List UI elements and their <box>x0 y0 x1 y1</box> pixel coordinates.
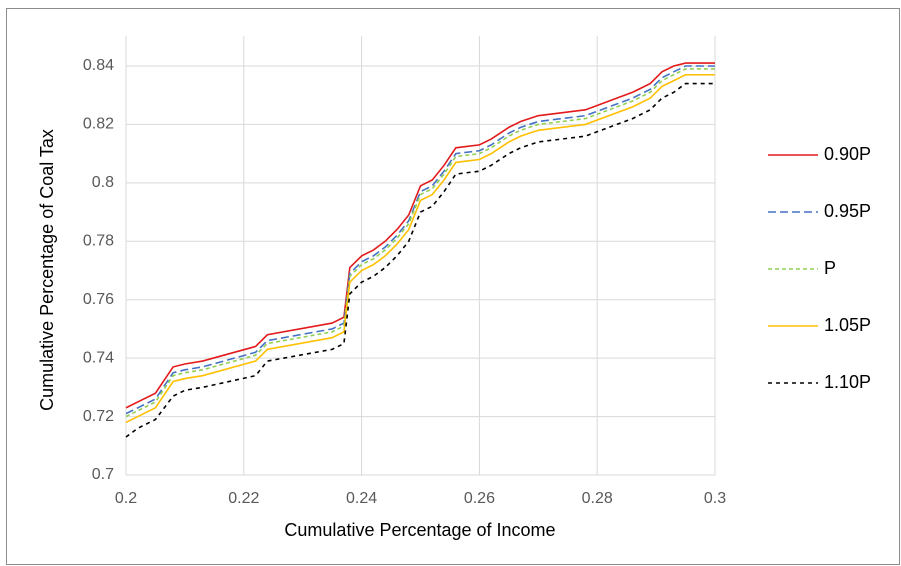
series-line <box>125 82 715 438</box>
y-tick-label: 0.74 <box>83 349 114 366</box>
legend-label: P <box>824 258 836 278</box>
x-tick-label: 0.28 <box>582 490 613 507</box>
x-tick-label: 0.2 <box>115 490 137 507</box>
x-tick-label: 0.3 <box>704 490 726 507</box>
series-line <box>125 65 715 415</box>
series-line <box>125 68 715 418</box>
y-tick-label: 0.72 <box>83 408 114 425</box>
y-tick-label: 0.8 <box>92 174 114 191</box>
x-tick-label: 0.22 <box>228 490 259 507</box>
x-axis-title: Cumulative Percentage of Income <box>284 520 555 540</box>
x-tick-label: 0.26 <box>464 490 495 507</box>
y-tick-label: 0.82 <box>83 116 114 133</box>
y-tick-label: 0.76 <box>83 291 114 308</box>
y-axis-title: Cumulative Percentage of Coal Tax <box>37 129 57 411</box>
y-tick-label: 0.78 <box>83 233 114 250</box>
legend-label: 0.90P <box>824 144 871 164</box>
legend-label: 0.95P <box>824 201 871 221</box>
series-line <box>125 73 715 424</box>
y-tick-label: 0.7 <box>92 466 114 483</box>
frame <box>6 8 900 565</box>
x-tick-label: 0.24 <box>346 490 377 507</box>
y-tick-label: 0.84 <box>83 57 114 74</box>
legend-label: 1.05P <box>824 315 871 335</box>
series-line <box>125 62 715 409</box>
legend-label: 1.10P <box>824 372 871 392</box>
